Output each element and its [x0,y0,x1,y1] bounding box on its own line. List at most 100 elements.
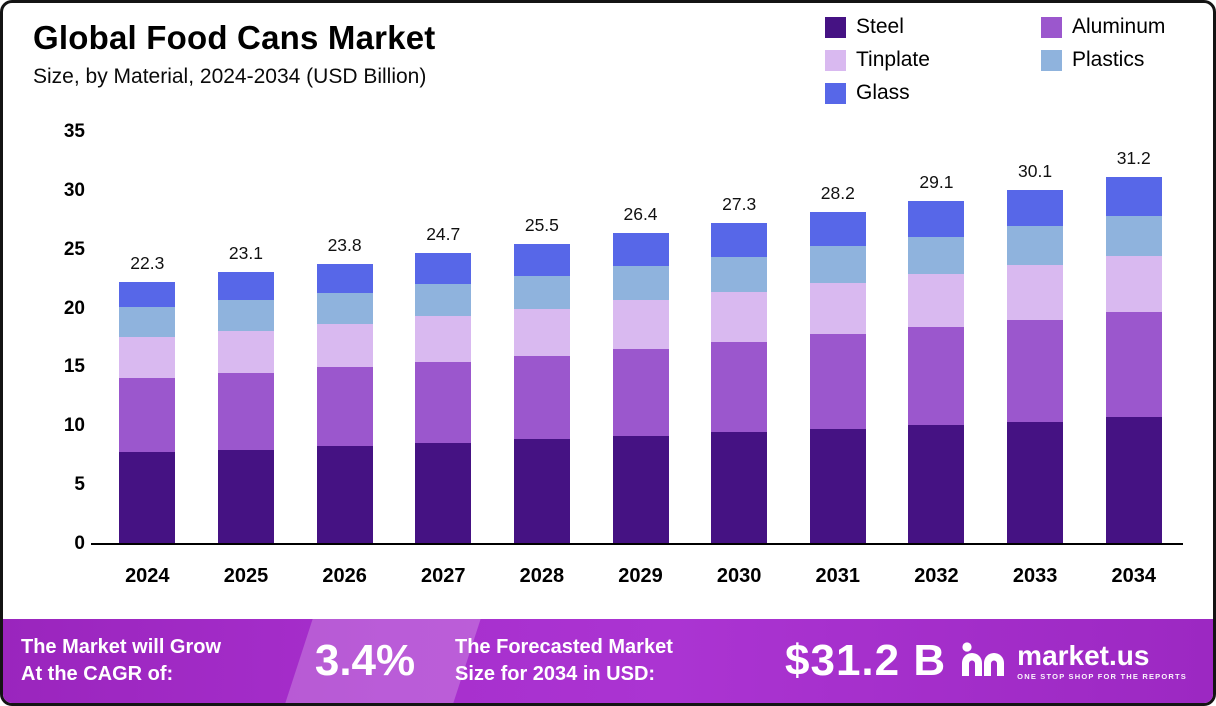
chart-title: Global Food Cans Market [33,19,436,56]
brand-name: market.us [1017,639,1150,671]
footer-banner: The Market will Grow At the CAGR of: 3.4… [3,615,1213,703]
stacked-bar-2028 [513,243,570,544]
legend-item-tinplate: Tinplate [825,48,1015,72]
forecast-label: The Forecasted Market Size for 2034 in U… [455,636,673,685]
y-tick-label: 10 [63,415,85,437]
bar-segment-plastics [711,256,768,293]
stacked-bar-2031 [809,212,866,544]
bar-segment-steel [415,442,472,544]
bar-segment-tinplate [316,323,373,368]
forecast-value: $31.2 B [785,636,947,685]
bar-total-label: 30.1 [1018,160,1053,181]
bar-segment-tinplate [1105,255,1162,313]
bar-segment-tinplate [119,336,176,379]
stacked-bar-2025 [217,272,274,544]
bar-segment-glass [217,272,274,301]
stacked-bar-2033 [1007,189,1064,544]
bar-segment-aluminum [809,334,866,429]
bar-segment-steel [809,428,866,544]
stacked-bar-2034 [1105,176,1162,544]
bar-column-2028: 25.5 [493,132,592,544]
bar-total-label: 23.1 [228,243,263,264]
y-tick-label: 25 [63,238,85,260]
bar-column-2034: 31.2 [1084,132,1183,544]
x-tick-label: 2032 [914,565,959,587]
x-tick-label: 2029 [618,565,663,587]
legend-item-aluminum: Aluminum [1041,15,1191,39]
legend-swatch [1041,49,1062,71]
brand-tagline: ONE STOP SHOP FOR THE REPORTS [1017,672,1187,682]
stacked-bar-2027 [415,253,472,544]
stacked-bar-2026 [316,263,373,544]
bar-segment-steel [513,439,570,544]
bar-segment-steel [711,432,768,544]
legend-label: Tinplate [856,48,930,71]
bar-total-label: 28.2 [820,183,855,204]
x-tick-label: 2030 [716,565,762,587]
chart-subtitle: Size, by Material, 2024-2034 (USD Billio… [33,65,427,88]
bar-columns: 22.3 23.1 23.8 24.7 25.5 26.4 27.3 28.2 29.1 30.1… [98,132,1183,544]
bar-segment-steel [908,425,965,544]
y-tick-label: 35 [63,121,85,142]
bar-segment-glass [316,263,373,294]
bar-segment-plastics [1105,215,1162,256]
legend-label: Plastics [1072,48,1145,71]
bar-segment-aluminum [908,327,965,426]
bar-total-label: 26.4 [623,204,658,225]
x-tick-label: 2024 [125,565,170,587]
y-tick-label: 5 [74,474,85,496]
bar-segment-glass [1007,189,1064,227]
chart-legend: Steel Aluminum Tinplate Plastics Glass [825,15,1191,105]
bar-column-2024: 22.3 [98,132,197,544]
bar-segment-tinplate [908,274,965,328]
bar-column-2030: 27.3 [690,132,789,544]
bar-segment-aluminum [316,367,373,447]
bar-segment-plastics [908,236,965,275]
bar-column-2029: 26.4 [591,132,690,544]
bar-segment-aluminum [612,348,669,436]
x-tick-label: 2028 [519,565,565,587]
stacked-bar-2029 [612,233,669,544]
bar-segment-glass [908,201,965,237]
bar-segment-steel [1007,421,1064,544]
cagr-label: The Market will Grow At the CAGR of: [21,636,222,685]
legend-swatch [825,49,846,71]
bar-segment-plastics [1007,226,1064,266]
bar-segment-steel [1105,416,1162,544]
legend-swatch [825,16,846,38]
bar-segment-aluminum [119,378,176,453]
bar-segment-aluminum [711,341,768,433]
bar-segment-steel [612,435,669,544]
bar-segment-glass [1105,176,1162,216]
bar-segment-plastics [513,275,570,309]
bar-total-label: 24.7 [426,224,461,245]
legend-label: Glass [856,81,910,104]
x-axis-labels: 2024 2025 2026 2027 2028 2029 2030 2031 2032 2033… [98,565,1183,588]
bar-total-label: 22.3 [130,252,165,273]
bar-segment-aluminum [1105,312,1162,417]
bar-segment-glass [119,281,176,308]
legend-label: Steel [856,15,904,38]
legend-item-steel: Steel [825,15,1015,39]
x-tick-label: 2027 [420,565,466,587]
bar-segment-tinplate [809,282,866,335]
bar-segment-glass [612,233,669,267]
bar-total-label: 31.2 [1116,147,1151,168]
stacked-bar-2030 [711,222,768,544]
bar-segment-tinplate [217,330,274,374]
bar-segment-glass [415,253,472,284]
bar-segment-plastics [217,300,274,331]
x-tick-label: 2025 [223,565,269,587]
y-tick-label: 20 [63,297,85,319]
x-tick-label: 2026 [322,565,367,587]
legend-item-plastics: Plastics [1041,48,1191,72]
y-tick-label: 15 [63,356,85,378]
bar-total-label: 27.3 [722,193,757,214]
bar-segment-steel [316,446,373,544]
bar-segment-glass [809,212,866,247]
bar-column-2025: 23.1 [197,132,296,544]
legend-item-glass: Glass [825,81,1015,105]
bar-segment-steel [217,449,274,544]
x-tick-label: 2033 [1012,565,1058,587]
